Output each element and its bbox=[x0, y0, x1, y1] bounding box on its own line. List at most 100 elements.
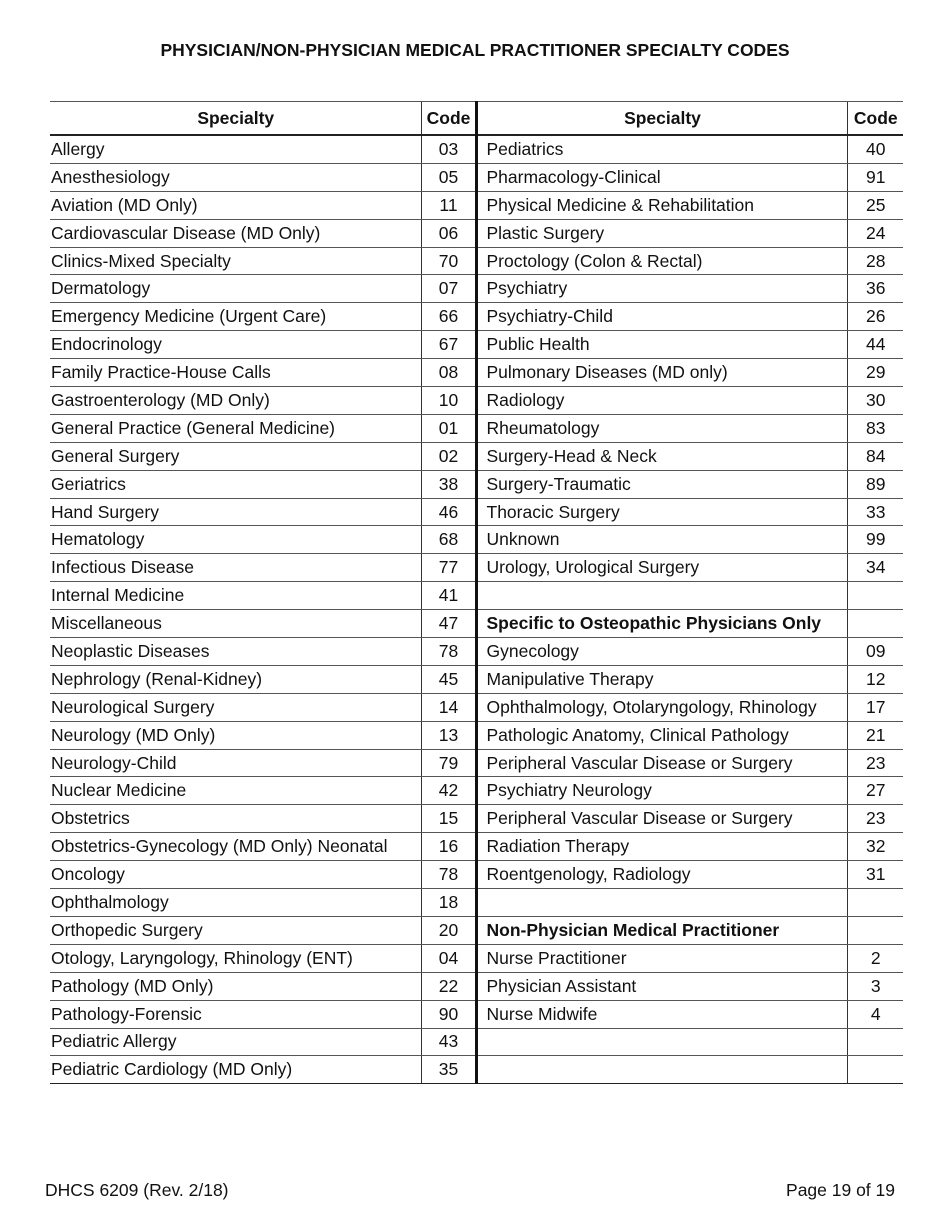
specialty-cell: Urology, Urological Surgery bbox=[474, 553, 847, 583]
code-cell: 78 bbox=[420, 860, 476, 890]
specialty-cell: Nurse Midwife bbox=[474, 999, 847, 1029]
table-row: Infectious Disease 77 Urology, Urological … bbox=[50, 553, 903, 583]
table-row: Emergency Medicine (Urgent Care) 66 Psychi… bbox=[50, 302, 903, 332]
table-row: Otology, Laryngology, Rhinology (ENT) 04 N… bbox=[50, 943, 903, 973]
specialty-cell: Peripheral Vascular Disease or Surgery bbox=[474, 804, 847, 834]
table-row: Gastroenterology (MD Only) 10 Radiology 30 bbox=[50, 386, 903, 415]
code-cell: 47 bbox=[420, 609, 476, 639]
specialty-cell: Peripheral Vascular Disease or Surgery bbox=[474, 748, 847, 778]
specialty-cell: Obstetrics bbox=[50, 804, 421, 834]
table-row: Allergy 03 Pediatrics 40 bbox=[50, 134, 903, 164]
code-cell: 40 bbox=[846, 134, 903, 164]
code-cell: 10 bbox=[420, 386, 476, 415]
specialty-cell: General Practice (General Medicine) bbox=[50, 413, 421, 443]
specialty-cell: Neurological Surgery bbox=[50, 692, 421, 722]
code-cell: 11 bbox=[420, 190, 476, 220]
code-cell: 83 bbox=[846, 413, 903, 443]
code-cell: 33 bbox=[846, 497, 903, 527]
specialty-cell: Oncology bbox=[50, 860, 421, 890]
specialty-cell: Rheumatology bbox=[474, 413, 847, 443]
code-cell: 23 bbox=[846, 748, 903, 778]
specialty-cell: Pathologic Anatomy, Clinical Pathology bbox=[474, 720, 847, 750]
code-cell bbox=[846, 915, 903, 945]
code-cell: 17 bbox=[846, 692, 903, 722]
code-cell: 44 bbox=[846, 330, 903, 360]
specialty-cell: Psychiatry Neurology bbox=[474, 776, 847, 806]
code-cell: 79 bbox=[420, 748, 476, 778]
code-cell: 14 bbox=[420, 692, 476, 722]
code-cell: 13 bbox=[420, 720, 476, 750]
specialty-cell: Endocrinology bbox=[50, 330, 421, 360]
table-row: Pathology-Forensic 90 Nurse Midwife 4 bbox=[50, 999, 903, 1029]
code-cell: 12 bbox=[846, 664, 903, 694]
code-cell: 89 bbox=[846, 469, 903, 499]
table-row: Pediatric Allergy 43 bbox=[50, 1027, 903, 1057]
table-row: Pediatric Cardiology (MD Only) 35 bbox=[50, 1055, 903, 1085]
code-cell: 06 bbox=[420, 218, 476, 248]
code-cell: 34 bbox=[846, 553, 903, 583]
specialty-cell: Public Health bbox=[474, 330, 847, 360]
specialty-cell: Surgery-Traumatic bbox=[474, 469, 847, 499]
code-cell: 28 bbox=[846, 246, 903, 276]
specialty-cell: Thoracic Surgery bbox=[474, 497, 847, 527]
specialty-cell: Pharmacology-Clinical bbox=[474, 162, 847, 192]
table-row: Pathology (MD Only) 22 Physician Assistant… bbox=[50, 971, 903, 1001]
specialty-cell bbox=[474, 1027, 847, 1057]
table-row: Aviation (MD Only) 11 Physical Medicine & … bbox=[50, 190, 903, 220]
specialty-cell: Roentgenology, Radiology bbox=[474, 860, 847, 890]
specialty-cell: Obstetrics-Gynecology (MD Only) Neonatal bbox=[50, 832, 421, 862]
code-cell: 16 bbox=[420, 832, 476, 862]
title: PHYSICIAN/NON-PHYSICIAN MEDICAL PRACTITI… bbox=[160, 40, 790, 60]
specialty-cell: Orthopedic Surgery bbox=[50, 915, 421, 945]
table-row: Nuclear Medicine 42 Psychiatry Neurology 27 bbox=[50, 776, 903, 806]
specialty-cell bbox=[474, 1055, 847, 1085]
specialty-cell: Radiology bbox=[474, 386, 847, 415]
code-cell: 78 bbox=[420, 637, 476, 666]
specialty-cell: Pediatric Cardiology (MD Only) bbox=[50, 1055, 421, 1085]
header-cell: Specialty bbox=[50, 101, 421, 136]
specialty-cell bbox=[474, 888, 847, 917]
specialty-cell: Clinics-Mixed Specialty bbox=[50, 246, 421, 276]
header-cell: Specialty bbox=[474, 101, 847, 136]
specialty-cell: Psychiatry-Child bbox=[474, 302, 847, 332]
code-cell: 30 bbox=[846, 386, 903, 415]
code-cell bbox=[846, 888, 903, 917]
code-cell: 66 bbox=[420, 302, 476, 332]
table-row: Ophthalmology 18 bbox=[50, 888, 903, 917]
header-row: Specialty Code Specialty Code bbox=[50, 101, 903, 136]
code-cell: 18 bbox=[420, 888, 476, 917]
section-heading: Specific to Osteopathic Physicians Only bbox=[474, 609, 847, 639]
specialty-table: Specialty Code Specialty Code Allergy 03 P… bbox=[50, 101, 903, 1085]
specialty-cell: Ophthalmology bbox=[50, 888, 421, 917]
code-cell: 67 bbox=[420, 330, 476, 360]
code-cell: 35 bbox=[420, 1055, 476, 1085]
table-row: Neurology (MD Only) 13 Pathologic Anatomy,… bbox=[50, 720, 903, 750]
code-cell: 99 bbox=[846, 525, 903, 555]
code-cell: 41 bbox=[420, 581, 476, 611]
code-cell: 25 bbox=[846, 190, 903, 220]
code-cell: 43 bbox=[420, 1027, 476, 1057]
code-cell: 24 bbox=[846, 218, 903, 248]
specialty-cell: Pulmonary Diseases (MD only) bbox=[474, 358, 847, 388]
table-row: Internal Medicine 41 bbox=[50, 581, 903, 611]
code-cell bbox=[846, 609, 903, 639]
code-cell: 38 bbox=[420, 469, 476, 499]
specialty-cell: Plastic Surgery bbox=[474, 218, 847, 248]
table-row: Cardiovascular Disease (MD Only) 06 Plasti… bbox=[50, 218, 903, 248]
code-cell: 04 bbox=[420, 943, 476, 973]
header-cell: Code bbox=[846, 101, 903, 136]
specialty-cell: Family Practice-House Calls bbox=[50, 358, 421, 388]
table-row: General Practice (General Medicine) 01 Rhe… bbox=[50, 413, 903, 443]
code-cell: 23 bbox=[846, 804, 903, 834]
table-row: Anesthesiology 05 Pharmacology-Clinical 91 bbox=[50, 162, 903, 192]
specialty-cell: Hematology bbox=[50, 525, 421, 555]
table-row: Dermatology 07 Psychiatry 36 bbox=[50, 274, 903, 304]
specialty-cell: Nurse Practitioner bbox=[474, 943, 847, 973]
specialty-cell: Dermatology bbox=[50, 274, 421, 304]
code-cell: 02 bbox=[420, 441, 476, 471]
code-cell: 32 bbox=[846, 832, 903, 862]
table-body: Allergy 03 Pediatrics 40 Anesthesiology 05 Pha… bbox=[50, 134, 903, 1085]
specialty-cell: Internal Medicine bbox=[50, 581, 421, 611]
specialty-cell: Infectious Disease bbox=[50, 553, 421, 583]
table-row: Neoplastic Diseases 78 Gynecology 09 bbox=[50, 637, 903, 666]
